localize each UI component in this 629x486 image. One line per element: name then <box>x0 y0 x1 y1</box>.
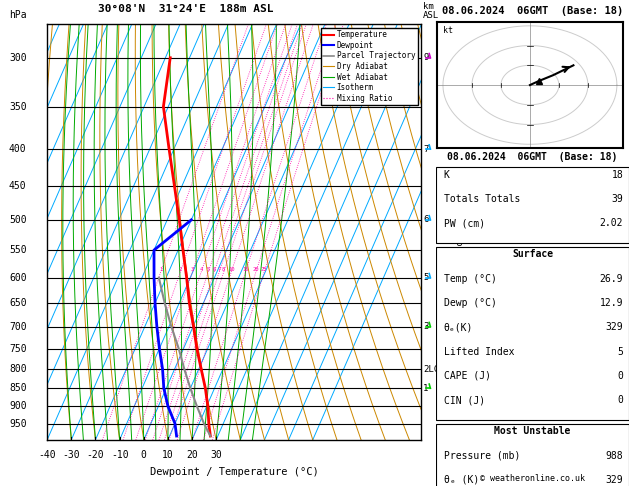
Text: -30: -30 <box>62 450 80 460</box>
Text: 988: 988 <box>606 451 623 461</box>
Text: K: K <box>443 170 450 179</box>
Text: 9: 9 <box>423 53 429 62</box>
Text: Dewpoint / Temperature (°C): Dewpoint / Temperature (°C) <box>150 467 319 477</box>
Text: 2LCL: 2LCL <box>423 364 445 374</box>
Text: 3: 3 <box>423 322 429 331</box>
Text: 600: 600 <box>9 273 26 283</box>
Text: 4: 4 <box>199 267 203 272</box>
Text: 650: 650 <box>9 298 26 308</box>
Text: 400: 400 <box>9 144 26 154</box>
Text: hPa: hPa <box>9 10 26 20</box>
Text: © weatheronline.co.uk: © weatheronline.co.uk <box>480 474 585 483</box>
Text: CIN (J): CIN (J) <box>443 395 485 405</box>
Text: 2: 2 <box>179 267 182 272</box>
Text: Pressure (mb): Pressure (mb) <box>443 451 520 461</box>
Text: 39: 39 <box>611 194 623 204</box>
Text: Most Unstable: Most Unstable <box>494 426 571 436</box>
Text: Dewp (°C): Dewp (°C) <box>443 298 496 308</box>
Text: 450: 450 <box>9 181 26 191</box>
Text: 30: 30 <box>210 450 222 460</box>
Text: Temp (°C): Temp (°C) <box>443 274 496 283</box>
Text: 08.06.2024  06GMT  (Base: 18): 08.06.2024 06GMT (Base: 18) <box>447 152 618 162</box>
Text: Mixing Ratio (g/kg): Mixing Ratio (g/kg) <box>454 181 464 283</box>
Text: -10: -10 <box>111 450 128 460</box>
Text: θₑ(K): θₑ(K) <box>443 322 473 332</box>
Text: 0: 0 <box>617 371 623 381</box>
Text: 10: 10 <box>228 267 235 272</box>
Text: 750: 750 <box>9 344 26 353</box>
Text: 900: 900 <box>9 401 26 411</box>
Text: -40: -40 <box>38 450 56 460</box>
Text: 10: 10 <box>162 450 174 460</box>
Text: 0: 0 <box>141 450 147 460</box>
Text: Surface: Surface <box>512 249 553 259</box>
Bar <box>436 167 629 243</box>
Text: 8: 8 <box>222 267 225 272</box>
Text: 2.02: 2.02 <box>599 218 623 228</box>
Text: 329: 329 <box>606 322 623 332</box>
Text: 7: 7 <box>423 144 429 154</box>
Text: 15: 15 <box>242 267 248 272</box>
Bar <box>436 423 629 486</box>
Text: 700: 700 <box>9 322 26 331</box>
Text: 5: 5 <box>423 273 429 282</box>
Text: Totals Totals: Totals Totals <box>443 194 520 204</box>
Text: 5: 5 <box>617 347 623 357</box>
Text: 300: 300 <box>9 53 26 63</box>
Text: 25: 25 <box>261 267 267 272</box>
Text: 18: 18 <box>611 170 623 179</box>
Text: 12.9: 12.9 <box>599 298 623 308</box>
Text: 20: 20 <box>253 267 259 272</box>
Text: 0: 0 <box>617 395 623 405</box>
Text: 550: 550 <box>9 245 26 255</box>
Text: θₑ (K): θₑ (K) <box>443 475 479 485</box>
Text: 30°08'N  31°24'E  188m ASL: 30°08'N 31°24'E 188m ASL <box>98 4 274 14</box>
Text: 950: 950 <box>9 418 26 429</box>
Text: 26.9: 26.9 <box>599 274 623 283</box>
Text: 350: 350 <box>9 102 26 112</box>
Text: 1: 1 <box>423 384 429 393</box>
Text: km
ASL: km ASL <box>423 2 440 20</box>
Text: kt: kt <box>443 26 453 35</box>
Legend: Temperature, Dewpoint, Parcel Trajectory, Dry Adiabat, Wet Adiabat, Isotherm, Mi: Temperature, Dewpoint, Parcel Trajectory… <box>321 28 418 105</box>
Text: 3: 3 <box>191 267 194 272</box>
Text: 6: 6 <box>423 215 429 225</box>
Text: 20: 20 <box>186 450 198 460</box>
Text: PW (cm): PW (cm) <box>443 218 485 228</box>
Text: 6: 6 <box>213 267 216 272</box>
Text: 329: 329 <box>606 475 623 485</box>
Text: 7: 7 <box>218 267 221 272</box>
Text: 5: 5 <box>206 267 210 272</box>
Text: 850: 850 <box>9 383 26 393</box>
Text: -20: -20 <box>87 450 104 460</box>
Text: 08.06.2024  06GMT  (Base: 18): 08.06.2024 06GMT (Base: 18) <box>442 6 623 16</box>
Text: Lifted Index: Lifted Index <box>443 347 514 357</box>
Bar <box>436 246 629 420</box>
Text: 1: 1 <box>159 267 162 272</box>
Text: 800: 800 <box>9 364 26 374</box>
Text: 500: 500 <box>9 215 26 225</box>
Text: CAPE (J): CAPE (J) <box>443 371 491 381</box>
